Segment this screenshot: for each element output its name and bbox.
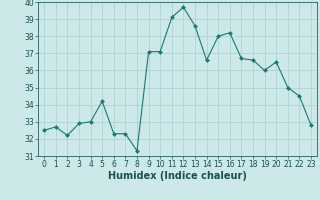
X-axis label: Humidex (Indice chaleur): Humidex (Indice chaleur): [108, 171, 247, 181]
